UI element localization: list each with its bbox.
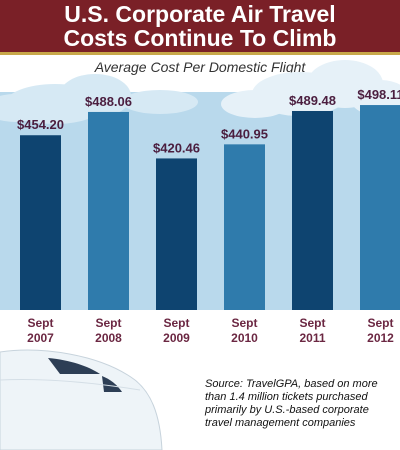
bar-value-label-2: $420.46 xyxy=(153,140,200,155)
bar-0 xyxy=(20,135,61,310)
x-tick-label-line: Sept xyxy=(367,316,393,330)
source-note: Source: TravelGPA, based on more than 1.… xyxy=(205,378,378,429)
x-tick-label-line: Sept xyxy=(95,316,121,330)
x-tick-label-line: 2012 xyxy=(367,331,394,345)
x-tick-label-line: Sept xyxy=(299,316,325,330)
bar-value-label-4: $489.48 xyxy=(289,93,336,108)
bar-5 xyxy=(360,105,400,310)
bar-4 xyxy=(292,110,333,310)
title-line-2: Costs Continue To Climb xyxy=(63,25,337,51)
bar-3 xyxy=(224,144,265,310)
x-tick-label-line: Sept xyxy=(231,316,257,330)
title-banner: U.S. Corporate Air Travel Costs Continue… xyxy=(0,0,400,52)
x-tick-label-5: Sept 2012 xyxy=(367,316,394,345)
x-tick-label-2: Sept 2009 xyxy=(163,316,190,345)
x-tick-label-line: 2010 xyxy=(231,331,258,345)
x-tick-label-1: Sept 2008 xyxy=(95,316,122,345)
x-tick-label-line: 2009 xyxy=(163,331,190,345)
x-tick-label-line: Sept xyxy=(163,316,189,330)
sky-background xyxy=(0,92,400,310)
x-tick-label-0: Sept 2007 xyxy=(27,316,54,345)
bar-1 xyxy=(88,111,129,311)
x-tick-label-4: Sept 2011 xyxy=(299,316,325,345)
bar-value-label-0: $454.20 xyxy=(17,117,64,132)
title-line-1: U.S. Corporate Air Travel xyxy=(64,1,336,27)
x-tick-label-line: 2007 xyxy=(27,331,54,345)
gold-divider xyxy=(0,52,400,55)
x-tick-label-line: Sept xyxy=(27,316,53,330)
bar-value-label-5: $498.11 xyxy=(357,87,400,102)
x-tick-label-line: 2008 xyxy=(95,331,122,345)
x-tick-label-3: Sept 2010 xyxy=(231,316,258,345)
airplane-illustration xyxy=(0,349,163,450)
chart-subtitle: Average Cost Per Domestic Flight xyxy=(94,59,306,75)
bar-value-label-3: $440.95 xyxy=(221,126,268,141)
bar-value-label-1: $488.06 xyxy=(85,94,132,109)
bar-2 xyxy=(156,158,197,310)
clouds-decoration xyxy=(0,60,400,124)
x-tick-label-line: 2011 xyxy=(299,331,325,345)
